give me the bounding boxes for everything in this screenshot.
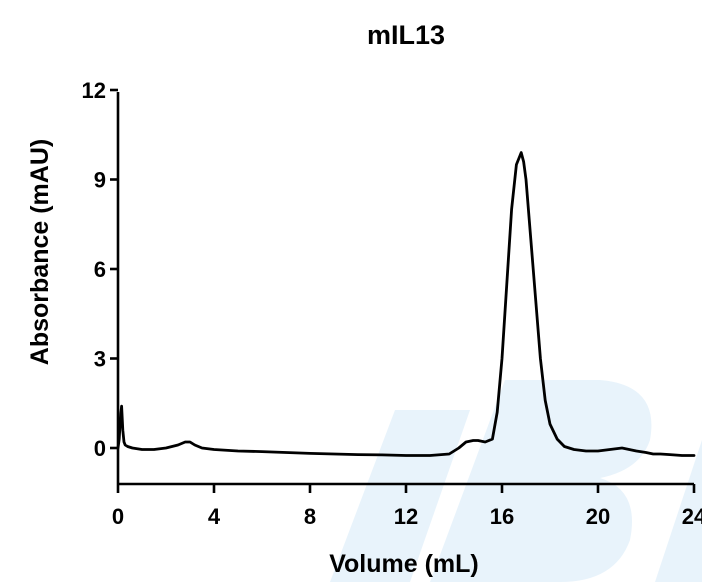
watermark-shape — [655, 440, 702, 582]
x-tick-label: 16 — [490, 504, 514, 529]
x-tick-label: 12 — [394, 504, 418, 529]
y-tick-label: 0 — [94, 436, 106, 461]
watermark-shape — [430, 380, 652, 582]
y-tick-label: 12 — [82, 78, 106, 103]
watermark — [330, 380, 702, 582]
x-tick-label: 24 — [682, 504, 702, 529]
chart-title: mIL13 — [367, 20, 445, 50]
x-tick-label: 4 — [208, 504, 221, 529]
absorbance-trace — [116, 151, 696, 457]
x-axis-label: Volume (mL) — [329, 550, 479, 578]
x-tick-label: 20 — [586, 504, 610, 529]
x-ticks: 0 4 8 12 16 20 24 — [112, 484, 702, 529]
y-ticks: 0 3 6 9 12 — [82, 78, 118, 461]
x-tick-label: 8 — [304, 504, 316, 529]
y-tick-label: 3 — [94, 347, 106, 372]
y-tick-label: 9 — [94, 168, 106, 193]
y-axis-label: Absorbance (mAU) — [26, 139, 54, 365]
x-tick-label: 0 — [112, 504, 124, 529]
y-tick-label: 6 — [94, 257, 106, 282]
watermark-shape — [330, 410, 470, 582]
